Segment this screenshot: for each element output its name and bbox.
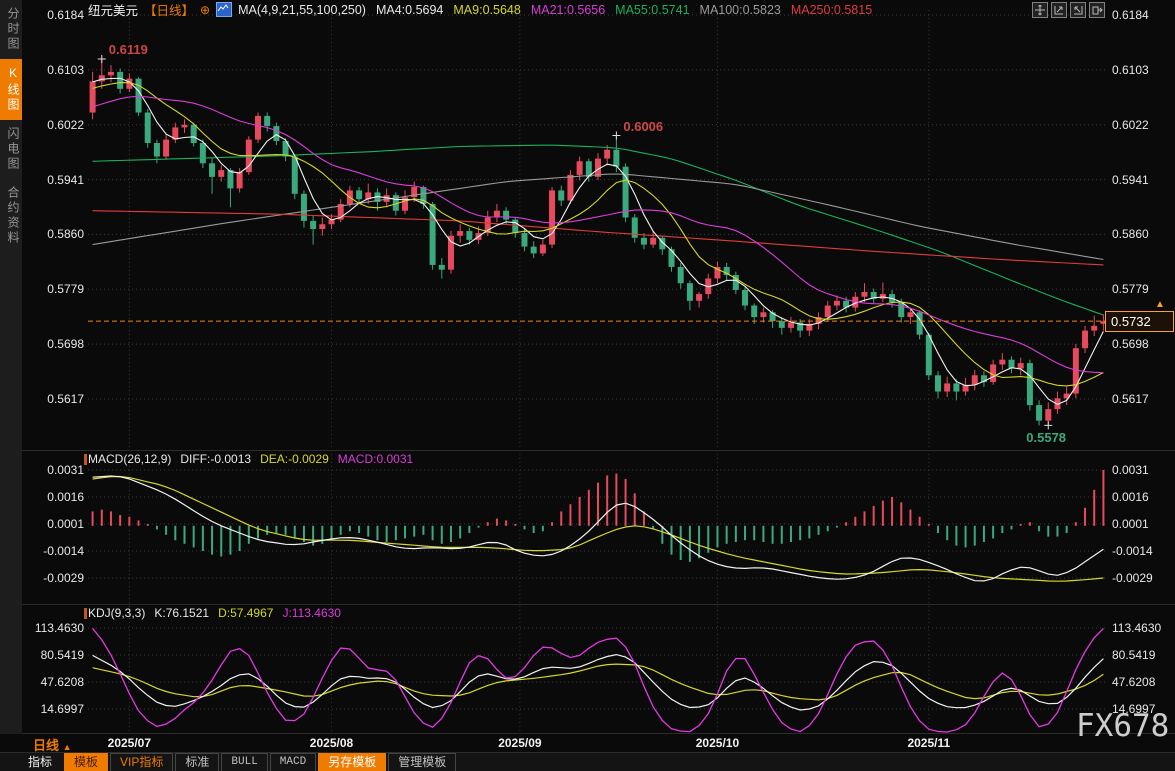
macd-tick-left-0: 0.0031 [47,463,84,477]
ma-header-item-1: MA4:0.5694 [375,2,444,17]
price-tick-left-2: 0.6022 [47,117,84,132]
price-tick-right-0: 0.6184 [1112,8,1149,22]
toolbar-tab-5[interactable]: BULL [221,753,268,771]
price-annotation-1: 0.6006 [623,118,664,134]
kdj-tick-left-1: 80.5419 [40,648,84,662]
price-tick-right-2: 0.6022 [1112,117,1149,132]
price-up-arrow-icon: ▲ [1155,299,1165,311]
macd-tick-right-2: 0.0001 [1112,517,1149,531]
macd-header-item-1: DIFF:-0.0013 [180,452,252,466]
price-tick-left-5: 0.5779 [47,282,84,297]
price-tick-right-1: 0.6103 [1112,62,1149,77]
month-label-2: 2025/09 [498,736,542,750]
kdj-tick-left-3: 14.6997 [40,702,84,716]
kdj-tick-right-0: 113.4630 [1112,621,1162,635]
toolbar-tab-4[interactable]: 标准 [175,753,220,771]
macd-header-item-3: MACD:0.0031 [337,452,414,466]
toolbar-tab-1[interactable]: 指标 [28,755,53,769]
chart-title-row: 纽元美元 【日线】 ⊕ MA(4,9,21,55,100,250) MA4:0.5… [88,2,872,18]
instrument-name: 纽元美元 [88,4,139,18]
add-compare-icon[interactable]: ⊕ [200,2,211,17]
macd-tick-right-3: -0.0014 [1112,544,1153,558]
ma-header-item-0: MA(4,9,21,55,100,250) [238,2,366,17]
kdj-header-item-2: D:57.4967 [218,606,274,620]
kdj-header-tag [84,608,87,619]
xaxis-row: 日线 ▲ 2025/07 2025/08 2025/09 2025/10 2025/11 [0,734,1175,753]
price-tick-right-7: 0.5617 [1112,392,1149,406]
price-tick-right-5: 0.5779 [1112,282,1149,297]
line-chart-icon[interactable] [216,2,233,17]
macd-tick-right-1: 0.0016 [1112,490,1149,504]
macd-tick-right-4: -0.0029 [1112,571,1153,585]
macd-header-item-2: DEA:-0.0029 [260,452,329,466]
kdj-header-item-0: KDJ(9,3,3) [88,606,146,620]
current-price-value: 0.5732 [1111,314,1151,330]
month-label-4: 2025/11 [907,736,951,750]
price-tick-left-6: 0.5698 [47,337,84,352]
axis-scale-left-icon[interactable] [1051,2,1067,18]
macd-header-item-0: MACD(26,12,9) [88,452,172,466]
macd-tick-right-0: 0.0031 [1112,463,1149,477]
kdj-tick-left-0: 113.4630 [34,621,84,635]
kdj-tick-left-2: 47.6208 [40,675,84,689]
macd-header-tag [84,454,87,465]
macd-tick-left-3: -0.0014 [43,544,84,558]
period-selector[interactable]: 日线 ▲ [33,738,72,753]
bottom-toolbar: 指标 模板 VIP指标 标准 BULL MACD 另存模板 管理模板 [0,752,1175,771]
kdj-header-item-1: K:76.1521 [154,606,210,620]
chart-canvas[interactable] [0,0,1175,752]
sidebar: 分时图 K线图闪电图合约资料 [0,0,22,734]
crosshair-icon[interactable] [1032,2,1048,18]
current-price-box: 0.5732 [1105,311,1174,333]
kdj-tick-right-1: 80.5419 [1112,648,1156,662]
price-tick-left-1: 0.6103 [47,62,84,77]
kdj-header-item-3: J:113.4630 [282,606,341,620]
ma-header-item-5: MA100:0.5823 [699,2,781,17]
price-tick-left-3: 0.5941 [47,172,84,187]
price-annotation-2: 0.5578 [1026,430,1067,446]
popout-icon[interactable] [1089,2,1105,18]
ma-header-item-2: MA9:0.5648 [453,2,521,17]
axis-scale-right-icon[interactable] [1070,2,1086,18]
price-tick-right-3: 0.5941 [1112,172,1149,187]
price-tick-right-4: 0.5860 [1112,227,1149,242]
sidebar-tab-1[interactable]: 分时图 [6,7,20,52]
macd-header: MACD(26,12,9) DIFF:-0.0013 DEA:-0.0029 MACD… [88,452,413,466]
price-tick-left-0: 0.6184 [47,8,84,22]
sidebar-tab-3[interactable]: 闪电图 [6,127,20,172]
month-label-1: 2025/08 [309,736,354,750]
macd-tick-left-1: 0.0016 [47,490,84,504]
month-label-3: 2025/10 [695,736,740,750]
kdj-header: KDJ(9,3,3) K:76.1521 D:57.4967 J:113.4630 [88,606,341,620]
toolbar-tab-7[interactable]: 另存模板 [318,753,387,771]
sidebar-tab-4[interactable]: 合约资料 [6,186,20,246]
sidebar-tab-2[interactable]: K线图 [0,59,22,120]
ma-header-item-4: MA55:0.5741 [615,2,690,17]
macd-tick-left-4: -0.0029 [43,571,84,585]
price-tick-right-6: 0.5698 [1112,337,1149,352]
toolbar-tab-6[interactable]: MACD [269,753,317,771]
kdj-tick-right-2: 47.6208 [1112,675,1156,689]
toolbar-tab-8[interactable]: 管理模板 [388,753,457,771]
toolbar-tab-3[interactable]: VIP指标 [110,753,174,771]
month-label-0: 2025/07 [107,736,152,750]
price-tick-left-4: 0.5860 [47,227,84,242]
price-tick-left-7: 0.5617 [47,392,84,406]
toolbar-tab-2[interactable]: 模板 [64,753,109,771]
watermark: FX678 [1076,708,1170,744]
ma-values-header: MA(4,9,21,55,100,250) MA4:0.5694 MA9:0.564… [238,3,872,17]
kdj-tick-right-3: 14.6997 [1112,702,1156,716]
ma-header-item-3: MA21:0.5656 [530,2,606,17]
period-tag: 【日线】 [144,4,195,18]
price-annotation-0: 0.6119 [108,42,148,58]
ma-header-item-6: MA250:0.5815 [790,2,873,17]
chart-toolbar-icons [1032,2,1105,18]
macd-tick-left-2: 0.0001 [47,517,84,531]
